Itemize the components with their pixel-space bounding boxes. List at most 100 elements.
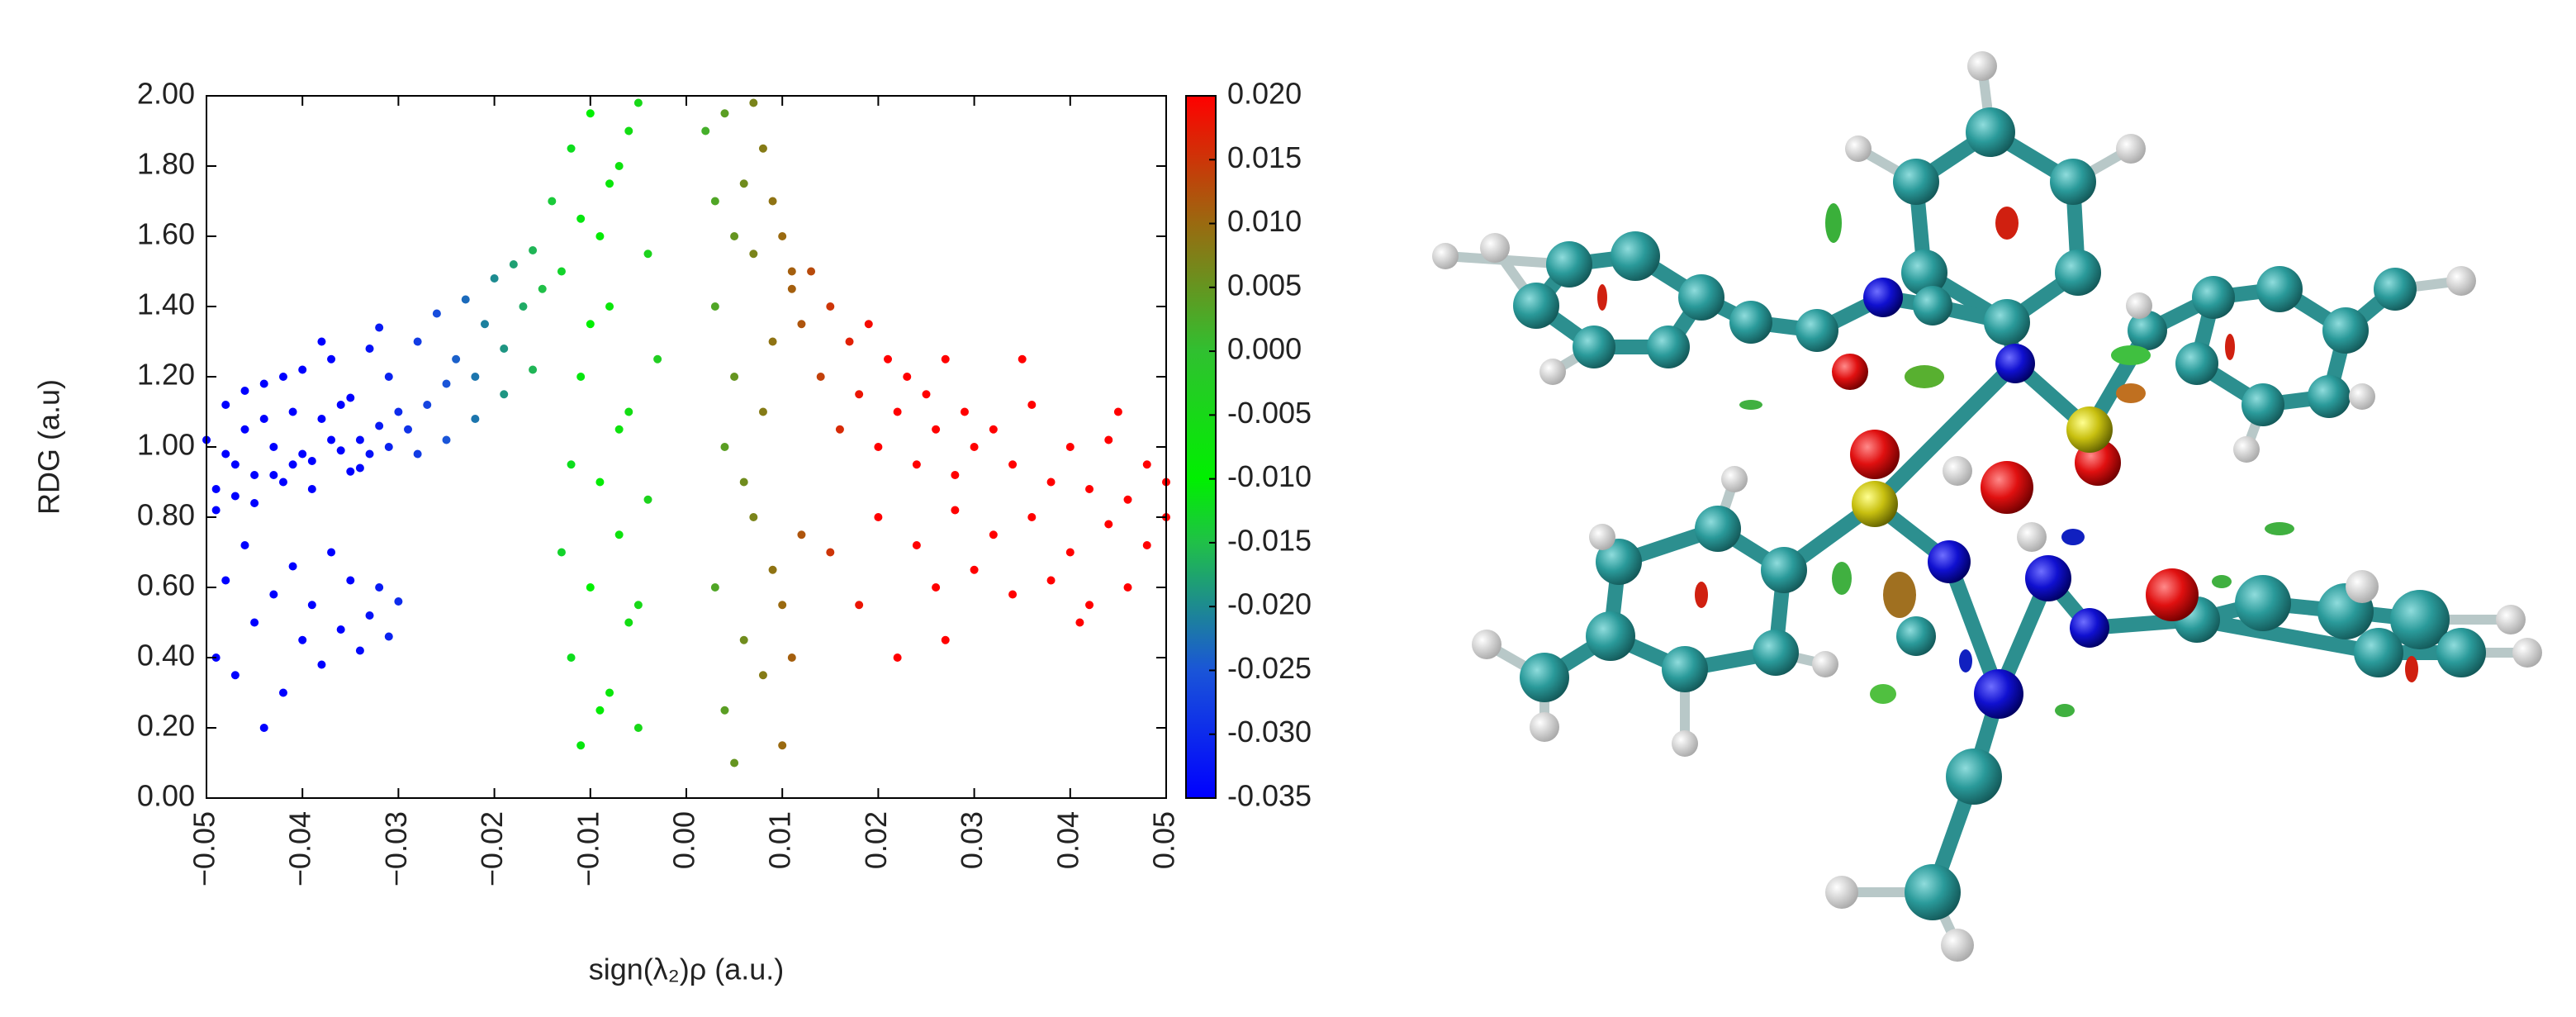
point	[624, 126, 633, 135]
plot-frame	[206, 95, 1167, 799]
point	[643, 495, 652, 504]
point	[1008, 460, 1018, 469]
point	[471, 415, 480, 423]
point	[614, 162, 624, 170]
point	[739, 179, 748, 188]
point	[932, 583, 941, 592]
nci-surfaces	[1597, 203, 2418, 717]
point	[250, 499, 259, 507]
point	[413, 337, 422, 346]
point	[269, 443, 278, 451]
point	[739, 478, 748, 487]
point	[442, 379, 451, 388]
h-bonds	[1445, 65, 2527, 948]
point	[768, 565, 777, 574]
point	[653, 354, 662, 364]
point	[500, 390, 509, 399]
colorbar-tick-label: 0.015	[1227, 140, 1302, 174]
point	[1046, 576, 1056, 585]
point	[1075, 618, 1084, 627]
point	[951, 506, 960, 515]
point	[278, 478, 287, 487]
point	[1104, 520, 1113, 529]
point	[816, 373, 825, 381]
point	[288, 562, 297, 571]
x-tick-label: 0.01	[763, 811, 797, 869]
point	[855, 390, 864, 399]
sulfur-atoms	[1852, 406, 2113, 527]
point	[211, 485, 221, 493]
point	[317, 660, 326, 669]
y-tick-label: 0.00	[137, 779, 195, 813]
point	[595, 478, 605, 487]
point	[471, 373, 480, 381]
y-tick-label: 1.20	[137, 358, 195, 392]
carbon-atoms	[1513, 107, 2486, 920]
colorbar	[1185, 95, 1217, 799]
point	[221, 449, 230, 459]
point	[240, 425, 249, 434]
point	[221, 576, 230, 585]
point	[452, 354, 461, 364]
point	[989, 425, 998, 434]
y-tick-label: 2.00	[137, 77, 195, 111]
oxygen-atoms	[1832, 354, 2199, 621]
point	[288, 407, 297, 416]
point	[633, 601, 643, 610]
point	[576, 214, 586, 223]
point	[768, 197, 777, 206]
point	[1123, 495, 1132, 504]
point	[576, 373, 586, 381]
molecule-image	[1432, 51, 2542, 962]
y-axis-label: RDG (a.u)	[32, 379, 66, 515]
point	[624, 407, 633, 416]
point	[413, 449, 422, 459]
point	[375, 323, 384, 332]
point	[538, 284, 547, 293]
x-tick-label: −0.04	[283, 811, 317, 886]
point	[307, 601, 316, 610]
colorbar-tick-label: 0.020	[1227, 77, 1302, 111]
point	[529, 365, 538, 374]
point	[1104, 435, 1113, 444]
point	[749, 98, 758, 107]
point	[1085, 601, 1094, 610]
x-tick-label: −0.03	[379, 811, 413, 886]
point	[346, 576, 355, 585]
point	[240, 541, 249, 549]
point	[912, 541, 921, 549]
x-tick-label: 0.00	[667, 811, 701, 869]
y-tick-label: 1.80	[137, 147, 195, 181]
y-tick-label: 1.40	[137, 288, 195, 321]
y-tick-label: 0.20	[137, 709, 195, 743]
point	[643, 249, 652, 259]
point	[278, 373, 287, 381]
point	[1142, 460, 1151, 469]
point	[259, 379, 268, 388]
point	[567, 460, 576, 469]
point	[355, 435, 364, 444]
point	[567, 653, 576, 662]
point	[1123, 583, 1132, 592]
colorbar-tick-label: 0.000	[1227, 332, 1302, 366]
point	[874, 513, 883, 521]
point	[989, 530, 998, 539]
point	[557, 548, 566, 557]
point	[307, 485, 316, 493]
point	[394, 597, 403, 606]
point	[826, 548, 835, 557]
point	[614, 530, 624, 539]
point	[797, 530, 806, 539]
hydrogen-atoms	[1432, 51, 2542, 962]
point	[221, 401, 230, 409]
point	[1008, 590, 1018, 599]
point	[633, 98, 643, 107]
point	[787, 284, 796, 293]
point	[557, 267, 566, 276]
point	[874, 443, 883, 451]
point	[1065, 548, 1075, 557]
point	[807, 267, 816, 276]
point	[327, 548, 336, 557]
x-tick-label: 0.04	[1051, 811, 1084, 869]
point	[845, 337, 854, 346]
